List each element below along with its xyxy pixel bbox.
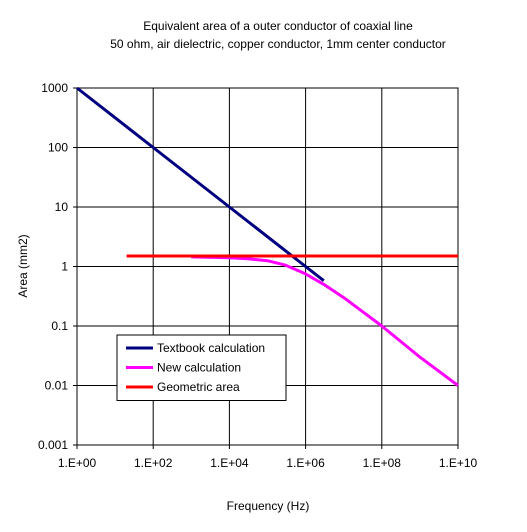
chart-title: Equivalent area of a outer conductor of … xyxy=(143,19,413,33)
y-tick-label: 0.01 xyxy=(45,379,69,393)
y-tick-label: 100 xyxy=(48,141,68,155)
y-tick-label: 0.001 xyxy=(38,438,68,452)
y-axis-label: Area (mm2) xyxy=(16,234,30,297)
chart-subtitle: 50 ohm, air dielectric, copper conductor… xyxy=(110,37,446,51)
x-tick-label: 1.E+08 xyxy=(363,456,402,470)
legend-label: New calculation xyxy=(157,361,241,375)
x-tick-label: 1.E+00 xyxy=(58,456,97,470)
legend: Textbook calculation New calculation Geome… xyxy=(116,334,287,401)
x-tick-label: 1.E+06 xyxy=(286,456,325,470)
x-tick-label: 1.E+02 xyxy=(134,456,173,470)
x-tick-label: 1.E+10 xyxy=(439,456,478,470)
plot-area: 1.E+00 1.E+02 1.E+04 1.E+06 1.E+08 1.E+10 0.00… xyxy=(38,81,478,470)
x-tick-label: 1.E+04 xyxy=(210,456,249,470)
series-line-new-calculation xyxy=(191,255,459,387)
legend-label: Geometric area xyxy=(157,380,240,394)
x-axis-label: Frequency (Hz) xyxy=(227,499,310,513)
y-tick-label: 0.1 xyxy=(51,319,68,333)
y-tick-label: 1 xyxy=(61,260,68,274)
legend-label: Textbook calculation xyxy=(157,341,265,355)
y-tick-label: 10 xyxy=(55,200,69,214)
y-tick-label: 1000 xyxy=(41,81,68,95)
series-line-textbook-calculation xyxy=(76,86,325,282)
